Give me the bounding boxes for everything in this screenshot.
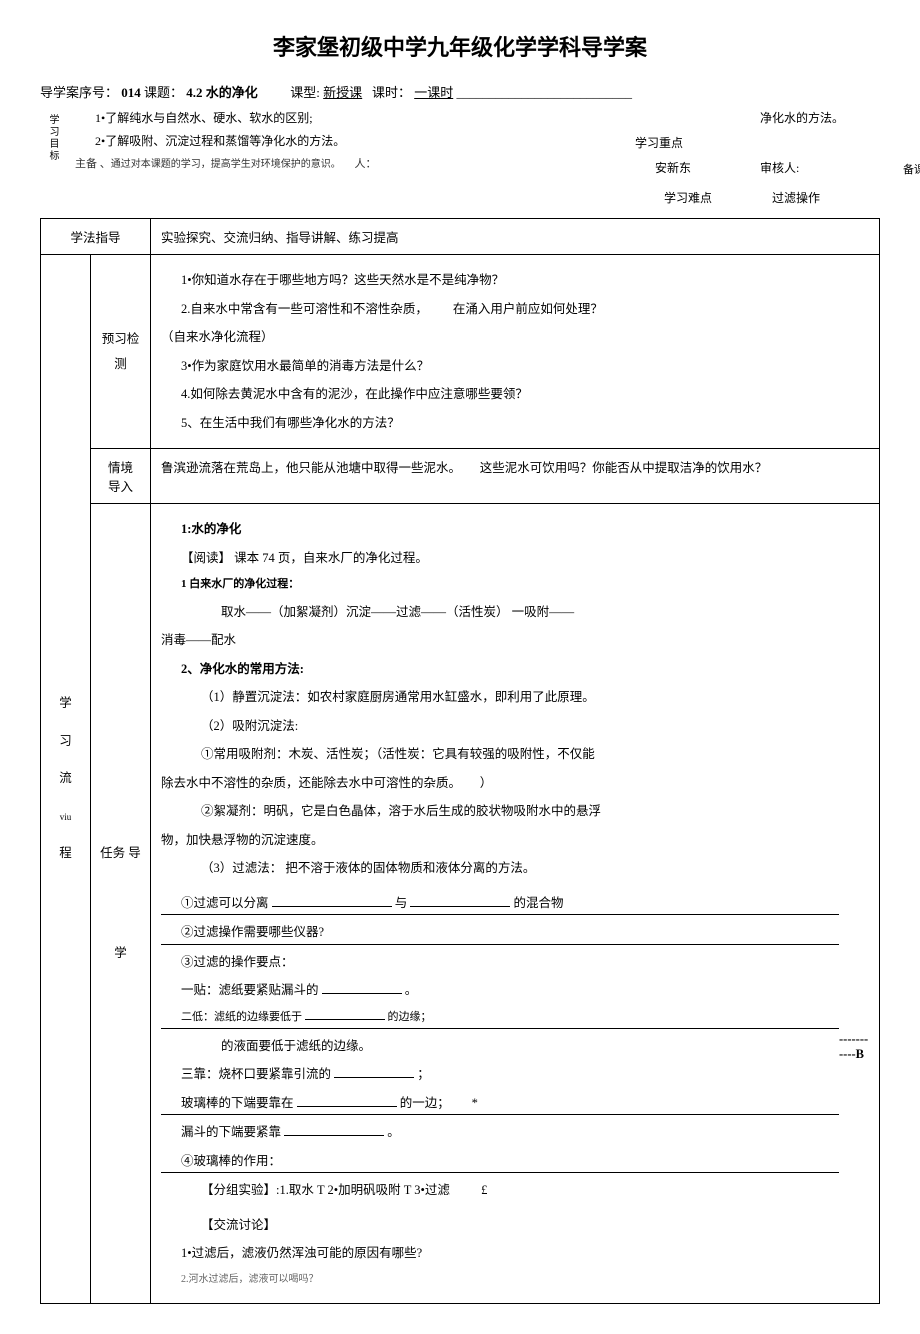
task-m2a: ①常用吸附剂：木炭、活性炭；（活性炭：它具有较强的吸附性，不仅能 [161, 743, 869, 766]
difficulty-label: 学习难点 [664, 189, 712, 206]
task-m2: （2）吸附沉淀法: [161, 715, 869, 738]
f1c: 的混合物 [514, 896, 564, 910]
preview-2b: （自来水净化流程） [161, 326, 869, 349]
stick-2c: 的液面要低于滤纸的边缘。 [161, 1035, 839, 1058]
preview-1: 1•你知道水存在于哪些地方吗？这些天然水是不是纯净物？ [161, 269, 869, 292]
time-value: 一课时 [414, 85, 453, 100]
s1a: 一贴：滤纸要紧贴漏斗的 [181, 983, 319, 997]
filter-line-2: ②过滤操作需要哪些仪器? [161, 921, 839, 945]
stick-3ef: 漏斗的下端要紧靠 。 [161, 1121, 839, 1144]
f1b: 与 [395, 896, 408, 910]
task-label-cell: 任务 导学 [91, 504, 151, 1304]
preview-4: 4.如何除去黄泥水中含有的泥沙，在此操作中应注意哪些要领？ [161, 383, 869, 406]
preview-2: 2.自来水中常含有一些可溶性和不溶性杂质， 在涌入用户前应如何处理？ [161, 298, 869, 321]
s3f: 。 [387, 1125, 400, 1139]
main-table: 学法指导 实验探究、交流归纳、指导讲解、练习提高 学习流viu程 预习检测 1•… [40, 218, 880, 1304]
s3b: ； [417, 1067, 430, 1081]
preview-content: 1•你知道水存在于哪些地方吗？这些天然水是不是纯净物？ 2.自来水中常含有一些可… [151, 255, 880, 449]
focus-column: 学习重点 安新东 [635, 109, 755, 176]
intro-label-cell: 情境导入 [91, 449, 151, 504]
filter-4: ④玻璃棒的作用： [161, 1150, 839, 1174]
author-value: 安新东 [635, 159, 755, 176]
task-m3: （3）过滤法： 把不溶于液体的固体物质和液体分离的方法。 [161, 857, 869, 880]
f1a: ①过滤可以分离 [181, 896, 269, 910]
topic-label: 课题： [144, 85, 183, 100]
page-title: 李家堡初级中学九年级化学学科导学案 [40, 30, 880, 62]
preview-label-cell: 预习检测 [91, 255, 151, 449]
focus-label: 学习重点 [635, 134, 755, 151]
topic-value: 4.2 水的净化 [186, 85, 258, 100]
goal-2: 2•了解吸附、沉淀过程和蒸馏等净化水的方法。 [75, 132, 630, 149]
process-label-cell: 学习流viu程 [41, 255, 91, 1304]
task-read: 【阅读】 课本 74 页，自来水厂的净化过程。 [161, 547, 869, 570]
focus-value: 净化水的方法。 [760, 109, 880, 126]
exp-text: 【分组实验】:1.取水 T 2•加明矾吸附 T 3•过滤 [201, 1183, 450, 1197]
right-column: 净化水的方法。 审核人: [760, 109, 880, 176]
stick-3cd: 玻璃棒的下端要靠在 的一边； * [161, 1092, 839, 1116]
goal-3-and-author: 主备 、通过对本课题的学习，提高学生对环境保护的意识。 人： [75, 155, 630, 171]
s3e: 漏斗的下端要紧靠 [181, 1125, 281, 1139]
s2b: 的边缘； [388, 1011, 432, 1023]
label-b-text: -----------B [839, 1032, 869, 1062]
task-h1: 1:水的净化 [161, 518, 869, 541]
author-label: 人： [355, 158, 377, 170]
stick-2: 二低：滤纸的边缘要低于 的边缘； [161, 1008, 839, 1029]
s3a: 三靠：烧杯口要紧靠引流的 [181, 1067, 331, 1081]
prep-label: 备课时间: [903, 161, 920, 177]
time-label: 课时： [372, 85, 411, 100]
experiment: 【分组实验】:1.取水 T 2•加明矾吸附 T 3•过滤 £ [161, 1179, 839, 1202]
type-value: 新授课 [323, 85, 362, 100]
label-b: -----------B [839, 886, 869, 1208]
s3c: 玻璃棒的下端要靠在 [181, 1096, 294, 1110]
s1b: 。 [405, 983, 418, 997]
task-p1c: 消毒——配水 [161, 629, 869, 652]
discussion: 【交流讨论】 [161, 1214, 869, 1237]
type-label: 课型: [290, 85, 320, 100]
serial-value: 014 [121, 85, 141, 100]
task-m1: （1）静置沉淀法：如农村家庭厨房通常用水缸盛水，即利用了此原理。 [161, 686, 869, 709]
s2a: 二低：滤纸的边缘要低于 [181, 1011, 302, 1023]
stick-1: 一贴：滤纸要紧贴漏斗的 。 [161, 979, 839, 1002]
star-mark: * [472, 1096, 478, 1110]
method-content: 实验探究、交流归纳、指导讲解、练习提高 [151, 219, 880, 255]
task-m2c: ②絮凝剂：明矾，它是白色晶体，溶于水后生成的胶状物吸附水中的悬浮 [161, 800, 869, 823]
goal-1: 1•了解纯水与自然水、硬水、软水的区别; [75, 109, 630, 126]
stick-3: 三靠：烧杯口要紧靠引流的 ； [161, 1063, 839, 1086]
question-2: 2.河水过滤后，滤液可以喝吗？ [161, 1271, 869, 1289]
preview-5: 5、在生活中我们有哪些净化水的方法？ [161, 412, 869, 435]
preview-label: 预习检测 [96, 327, 145, 377]
difficulty-row: 学习难点 过滤操作 [40, 189, 880, 206]
question-1: 1•过滤后，滤液仍然浑浊可能的原因有哪些? [161, 1242, 869, 1265]
s3d: 的一边； [400, 1096, 450, 1110]
filter-line-3: ③过滤的操作要点： [161, 951, 839, 974]
reviewer-label: 审核人: [760, 159, 880, 176]
task-content: 1:水的净化 【阅读】 课本 74 页，自来水厂的净化过程。 1 白来水厂的净化… [151, 504, 880, 1304]
header-grid: 学习目标 1•了解纯水与自然水、硬水、软水的区别; 2•了解吸附、沉淀过程和蒸馏… [40, 109, 880, 177]
serial-label: 导学案序号： [40, 85, 118, 100]
method-label: 学法指导 [41, 219, 151, 255]
header-line: 导学案序号： 014 课题： 4.2 水的净化 课型: 新授课 课时： 一课时 … [40, 82, 880, 101]
task-p1: 1 白来水厂的净化过程： [161, 575, 869, 595]
filter-line-1: ①过滤可以分离 与 的混合物 [161, 892, 839, 916]
preview-3: 3•作为家庭饮用水最简单的消毒方法是什么？ [161, 355, 869, 378]
task-p2: 2、净化水的常用方法: [161, 658, 869, 681]
task-m2d: 物，加快悬浮物的沉淀速度。 [161, 829, 869, 852]
difficulty-value: 过滤操作 [772, 189, 820, 206]
task-m2b: 除去水中不溶性的杂质，还能除去水中可溶性的杂质。 ） [161, 772, 869, 795]
goals-column: 1•了解纯水与自然水、硬水、软水的区别; 2•了解吸附、沉淀过程和蒸馏等净化水的… [75, 109, 630, 177]
curren-mark: £ [481, 1183, 487, 1197]
goals-label: 学习目标 [40, 109, 60, 162]
intro-content: 鲁滨逊流落在荒岛上，他只能从池塘中取得一些泥水。 这些泥水可饮用吗？你能否从中提… [151, 449, 880, 504]
task-p1b: 取水——（加絮凝剂）沉淀——过滤——（活性炭） 一吸附—— [161, 601, 869, 624]
